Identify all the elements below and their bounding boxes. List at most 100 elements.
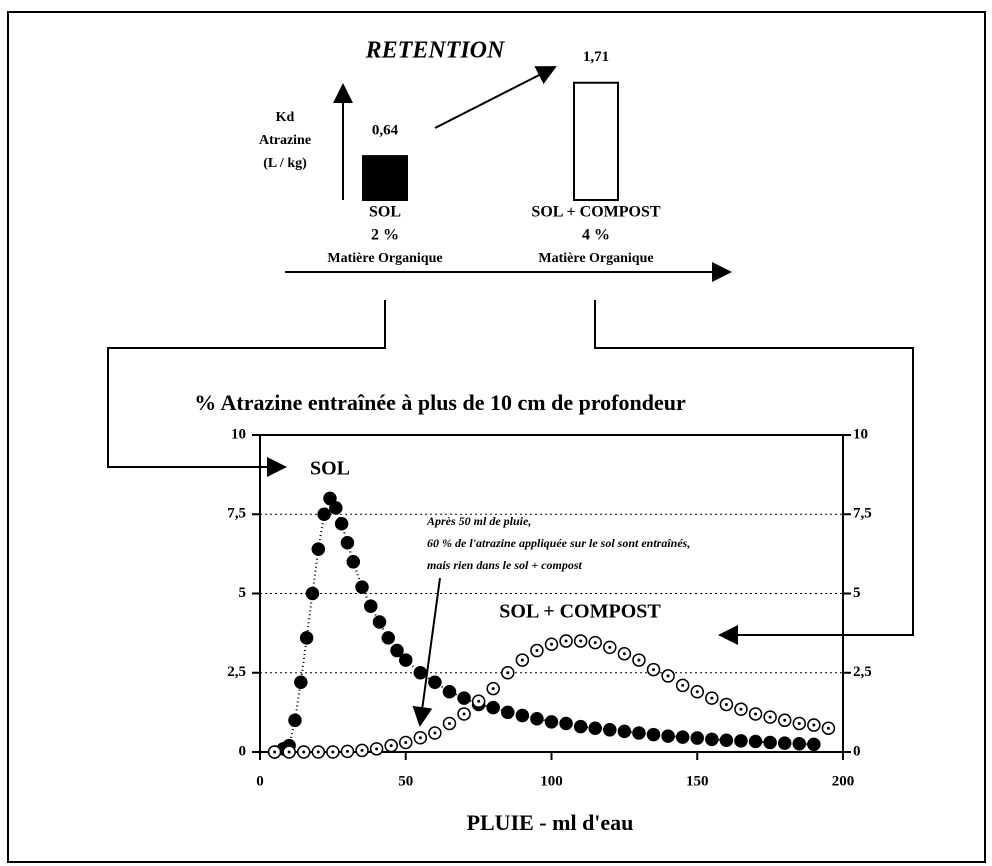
point bbox=[329, 501, 343, 515]
title: % Atrazine entraînée à plus de 10 cm de … bbox=[194, 390, 686, 415]
point bbox=[763, 735, 777, 750]
frame bbox=[7, 11, 986, 863]
point-dot bbox=[754, 712, 758, 716]
point bbox=[372, 615, 387, 629]
point bbox=[675, 730, 690, 744]
point-dot bbox=[768, 715, 772, 719]
point bbox=[288, 713, 302, 728]
point bbox=[305, 586, 320, 601]
point-dot bbox=[433, 731, 437, 735]
point-dot bbox=[506, 671, 510, 675]
point bbox=[734, 734, 748, 748]
x-label: PLUIE - ml d'eau bbox=[467, 810, 634, 835]
category-label: SOL + COMPOST bbox=[531, 204, 660, 221]
y-tick-label: 0 bbox=[239, 743, 247, 759]
point-dot bbox=[491, 687, 495, 691]
point bbox=[530, 711, 544, 726]
point-dot bbox=[477, 699, 481, 703]
point-dot bbox=[826, 726, 830, 730]
point-dot bbox=[593, 641, 597, 645]
point bbox=[390, 643, 404, 658]
point-dot bbox=[608, 645, 612, 649]
category-label: Matière Organique bbox=[538, 251, 653, 266]
category-label: Matière Organique bbox=[327, 251, 442, 266]
point bbox=[486, 700, 500, 715]
point bbox=[603, 723, 617, 737]
point-dot bbox=[797, 721, 801, 725]
point-dot bbox=[622, 652, 626, 656]
point bbox=[573, 719, 588, 734]
point-dot bbox=[535, 649, 539, 653]
x-tick-label: 150 bbox=[686, 773, 709, 789]
annotation: mais rien dans le sol + compost bbox=[427, 558, 583, 572]
y-tick-label: 7,5 bbox=[227, 506, 246, 522]
title: RETENTION bbox=[365, 38, 506, 64]
point bbox=[632, 726, 646, 740]
point-dot bbox=[710, 696, 714, 700]
y-label: Atrazine bbox=[259, 133, 311, 148]
point bbox=[334, 517, 349, 531]
point-dot bbox=[418, 736, 422, 740]
point-dot bbox=[520, 658, 524, 662]
y2-tick-label: 5 bbox=[853, 585, 861, 601]
point-dot bbox=[389, 744, 393, 748]
y-label: (L / kg) bbox=[263, 156, 307, 171]
category-label: 4 % bbox=[582, 227, 610, 244]
point-dot bbox=[302, 750, 306, 754]
y-tick-label: 2,5 bbox=[227, 664, 246, 680]
point-dot bbox=[812, 723, 816, 727]
x-tick-label: 50 bbox=[398, 773, 413, 789]
point bbox=[705, 732, 719, 747]
annotation: Après 50 ml de pluie, bbox=[426, 514, 531, 528]
point bbox=[294, 675, 308, 690]
point-dot bbox=[331, 750, 335, 754]
point bbox=[442, 685, 457, 699]
point-dot bbox=[273, 750, 277, 754]
point bbox=[457, 691, 471, 705]
point bbox=[646, 727, 661, 742]
y-tick-label: 5 bbox=[239, 585, 247, 601]
point bbox=[588, 721, 602, 735]
point bbox=[317, 507, 331, 521]
point bbox=[340, 536, 355, 550]
point bbox=[690, 731, 704, 745]
point bbox=[299, 631, 314, 645]
point-dot bbox=[345, 749, 349, 753]
point bbox=[428, 675, 442, 690]
x-tick-label: 0 bbox=[256, 773, 264, 789]
point bbox=[807, 737, 821, 752]
point bbox=[346, 555, 361, 569]
category-label: 2 % bbox=[371, 227, 399, 244]
point-dot bbox=[666, 674, 670, 678]
y-label: Kd bbox=[276, 110, 295, 125]
annotation: 60 % de l'atrazine appliquée sur le sol … bbox=[427, 536, 690, 550]
point bbox=[559, 716, 573, 731]
point-dot bbox=[739, 707, 743, 711]
point-dot bbox=[447, 721, 451, 725]
point bbox=[661, 729, 675, 743]
y2-tick-label: 0 bbox=[853, 743, 861, 759]
point-dot bbox=[695, 690, 699, 694]
point-dot bbox=[579, 639, 583, 643]
point-dot bbox=[550, 642, 553, 646]
point bbox=[501, 705, 515, 720]
category-label: SOL bbox=[369, 204, 401, 221]
point bbox=[413, 666, 428, 680]
point bbox=[544, 715, 559, 729]
point-dot bbox=[681, 683, 685, 687]
point bbox=[381, 631, 396, 645]
series-label: SOL + COMPOST bbox=[499, 601, 661, 623]
point bbox=[748, 734, 763, 749]
point bbox=[617, 724, 632, 739]
y2-tick-label: 10 bbox=[853, 426, 868, 442]
point-dot bbox=[783, 718, 787, 722]
value-label: 0,64 bbox=[372, 123, 399, 139]
point bbox=[515, 708, 530, 723]
point-dot bbox=[316, 750, 320, 754]
point bbox=[311, 542, 326, 556]
point-dot bbox=[652, 668, 656, 672]
point-dot bbox=[564, 639, 568, 643]
x-tick-label: 100 bbox=[540, 773, 563, 789]
point bbox=[399, 653, 413, 667]
